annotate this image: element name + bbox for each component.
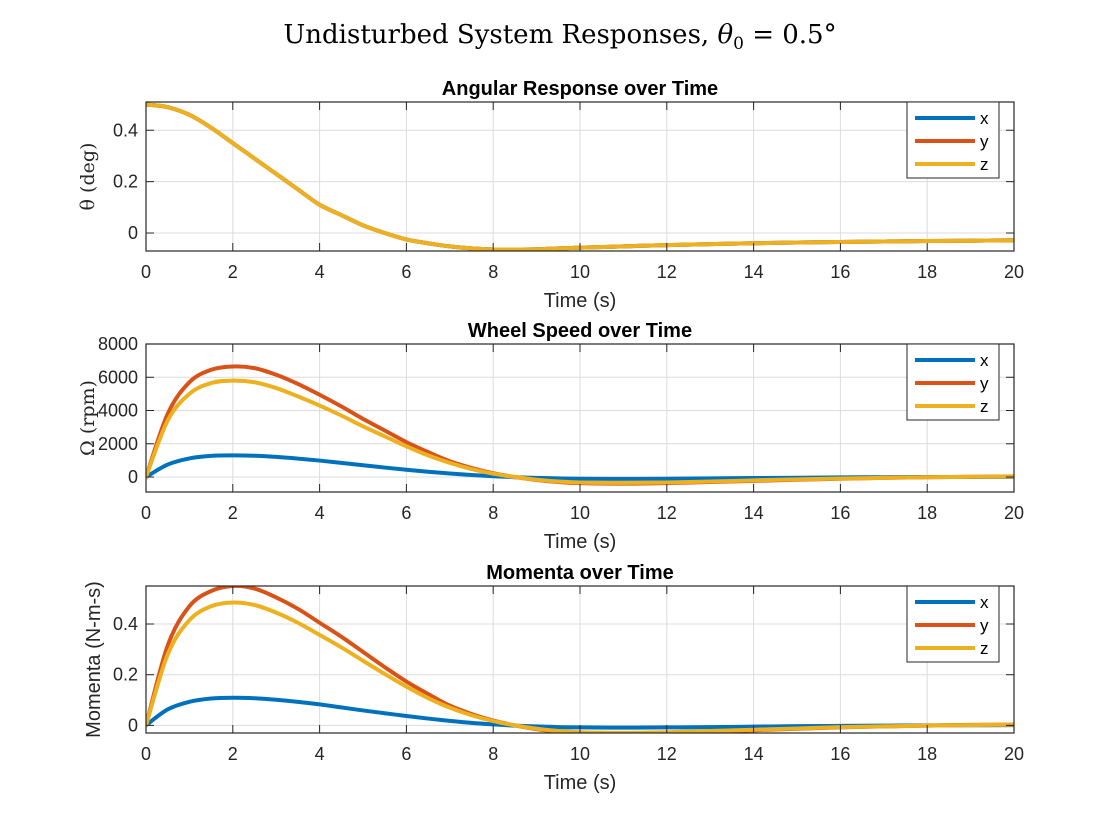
x-tick-label: 0 bbox=[141, 503, 151, 523]
series-line-x bbox=[146, 695, 1014, 730]
y-tick-label: 8000 bbox=[98, 334, 138, 354]
y-tick-label: 0 bbox=[128, 223, 138, 243]
grid bbox=[146, 344, 1014, 492]
x-tick-label: 18 bbox=[917, 744, 937, 764]
y-tick-label: 0.2 bbox=[113, 665, 138, 685]
chart-title: Wheel Speed over Time bbox=[468, 320, 692, 342]
legend: xyz bbox=[906, 101, 1000, 179]
x-tick-label: 14 bbox=[744, 744, 764, 764]
x-axis-label: Time (s) bbox=[544, 772, 617, 794]
x-tick-label: 4 bbox=[315, 744, 325, 764]
x-tick-label: 14 bbox=[744, 503, 764, 523]
y-axis-label: Momenta (N-m-s) bbox=[83, 581, 105, 738]
chart-title: Angular Response over Time bbox=[442, 78, 718, 100]
x-tick-label: 4 bbox=[315, 503, 325, 523]
legend-label-y: y bbox=[980, 374, 989, 393]
x-axis-label: Time (s) bbox=[544, 290, 617, 312]
legend-label-z: z bbox=[980, 155, 989, 174]
chart-title: Momenta over Time bbox=[486, 562, 673, 584]
chart-panel-1: 0 2 4 6 8 10 12 14 16 18 20 0 0.2 0.4 Angular Response… bbox=[77, 78, 1024, 312]
y-tick-label: 0.4 bbox=[113, 614, 138, 634]
x-tick-label: 0 bbox=[141, 262, 151, 282]
x-tick-label: 2 bbox=[228, 503, 238, 523]
x-tick-label: 8 bbox=[488, 744, 498, 764]
series-line-z bbox=[146, 600, 1014, 733]
x-tick-label: 12 bbox=[657, 262, 677, 282]
series-group bbox=[146, 586, 1014, 733]
x-tick-label: 10 bbox=[570, 262, 590, 282]
x-tick-label: 4 bbox=[315, 262, 325, 282]
legend-label-x: x bbox=[980, 351, 989, 370]
x-tick-label: 16 bbox=[830, 503, 850, 523]
x-tick-label: 0 bbox=[141, 744, 151, 764]
series-group bbox=[146, 102, 1014, 251]
series-line-z bbox=[146, 378, 1014, 485]
legend-label-x: x bbox=[980, 593, 989, 612]
legend-label-x: x bbox=[980, 109, 989, 128]
series-line-z bbox=[146, 102, 1014, 251]
x-tick-label: 2 bbox=[228, 262, 238, 282]
legend-label-y: y bbox=[980, 616, 989, 635]
x-tick-label: 2 bbox=[228, 744, 238, 764]
y-axis-label: Ω (rpm) bbox=[77, 380, 99, 456]
y-tick-label: 0 bbox=[128, 467, 138, 487]
series-group bbox=[146, 364, 1014, 486]
x-tick-label: 6 bbox=[401, 744, 411, 764]
y-tick-label: 0.2 bbox=[113, 172, 138, 192]
x-tick-label: 20 bbox=[1004, 262, 1024, 282]
x-tick-label: 10 bbox=[570, 744, 590, 764]
chart-panel-2: 0 2 4 6 8 10 12 14 16 18 20 0 2000 4000 6000 8000 Wheel … bbox=[77, 320, 1024, 553]
legend: xyz bbox=[906, 343, 1000, 421]
x-tick-label: 20 bbox=[1004, 503, 1024, 523]
y-axis-label: θ (deg) bbox=[77, 143, 99, 211]
x-tick-label: 18 bbox=[917, 262, 937, 282]
legend-label-z: z bbox=[980, 639, 989, 658]
x-axis-label: Time (s) bbox=[544, 531, 617, 553]
y-tick-label: 0 bbox=[128, 715, 138, 735]
x-tick-label: 12 bbox=[657, 503, 677, 523]
x-tick-label: 10 bbox=[570, 503, 590, 523]
x-tick-label: 14 bbox=[744, 262, 764, 282]
y-tick-label: 4000 bbox=[98, 401, 138, 421]
legend-label-z: z bbox=[980, 397, 989, 416]
x-tick-label: 6 bbox=[401, 262, 411, 282]
figure-title: Undisturbed System Responses, θ0 = 0.5° bbox=[283, 20, 836, 54]
x-tick-label: 16 bbox=[830, 744, 850, 764]
x-tick-label: 8 bbox=[488, 262, 498, 282]
y-tick-label: 0.4 bbox=[113, 120, 138, 140]
x-tick-label: 12 bbox=[657, 744, 677, 764]
legend: xyz bbox=[906, 585, 1000, 663]
x-tick-label: 8 bbox=[488, 503, 498, 523]
x-tick-label: 6 bbox=[401, 503, 411, 523]
legend-label-y: y bbox=[980, 132, 989, 151]
y-tick-label: 6000 bbox=[98, 367, 138, 387]
y-tick-label: 2000 bbox=[98, 434, 138, 454]
x-tick-label: 18 bbox=[917, 503, 937, 523]
x-tick-label: 20 bbox=[1004, 744, 1024, 764]
chart-panel-3: 0 2 4 6 8 10 12 14 16 18 20 0 0.2 0.4 Momenta over Tim… bbox=[83, 562, 1024, 794]
x-tick-label: 16 bbox=[830, 262, 850, 282]
